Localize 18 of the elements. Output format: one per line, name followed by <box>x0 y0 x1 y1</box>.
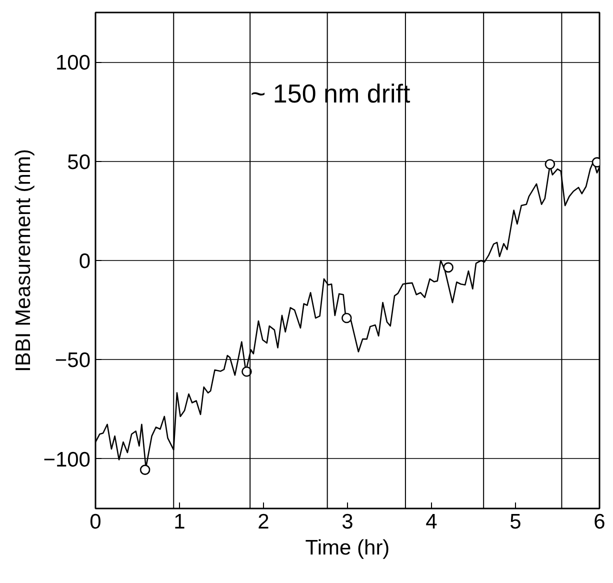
y-tick-label: 0 <box>78 250 91 273</box>
x-tick-label: 5 <box>510 510 522 534</box>
x-tick-label: 3 <box>342 510 354 534</box>
point <box>342 312 352 324</box>
x-tick-label: 4 <box>426 510 438 534</box>
point <box>443 262 454 273</box>
y-axis-title: IBBI Measurement (nm) <box>12 149 36 372</box>
y-tick-label: −100 <box>43 448 91 472</box>
y-tick-label: 50 <box>67 150 90 174</box>
y-tick-label: −50 <box>54 349 91 372</box>
point <box>544 159 556 170</box>
point <box>242 366 252 377</box>
point <box>140 464 150 475</box>
x-axis-title: Time (hr) <box>305 536 390 560</box>
y-tick-label: 100 <box>55 52 91 75</box>
x-tick-label: 6 <box>594 510 606 534</box>
x-tick-label: 2 <box>258 510 270 534</box>
x-tick-label: 1 <box>174 510 186 534</box>
